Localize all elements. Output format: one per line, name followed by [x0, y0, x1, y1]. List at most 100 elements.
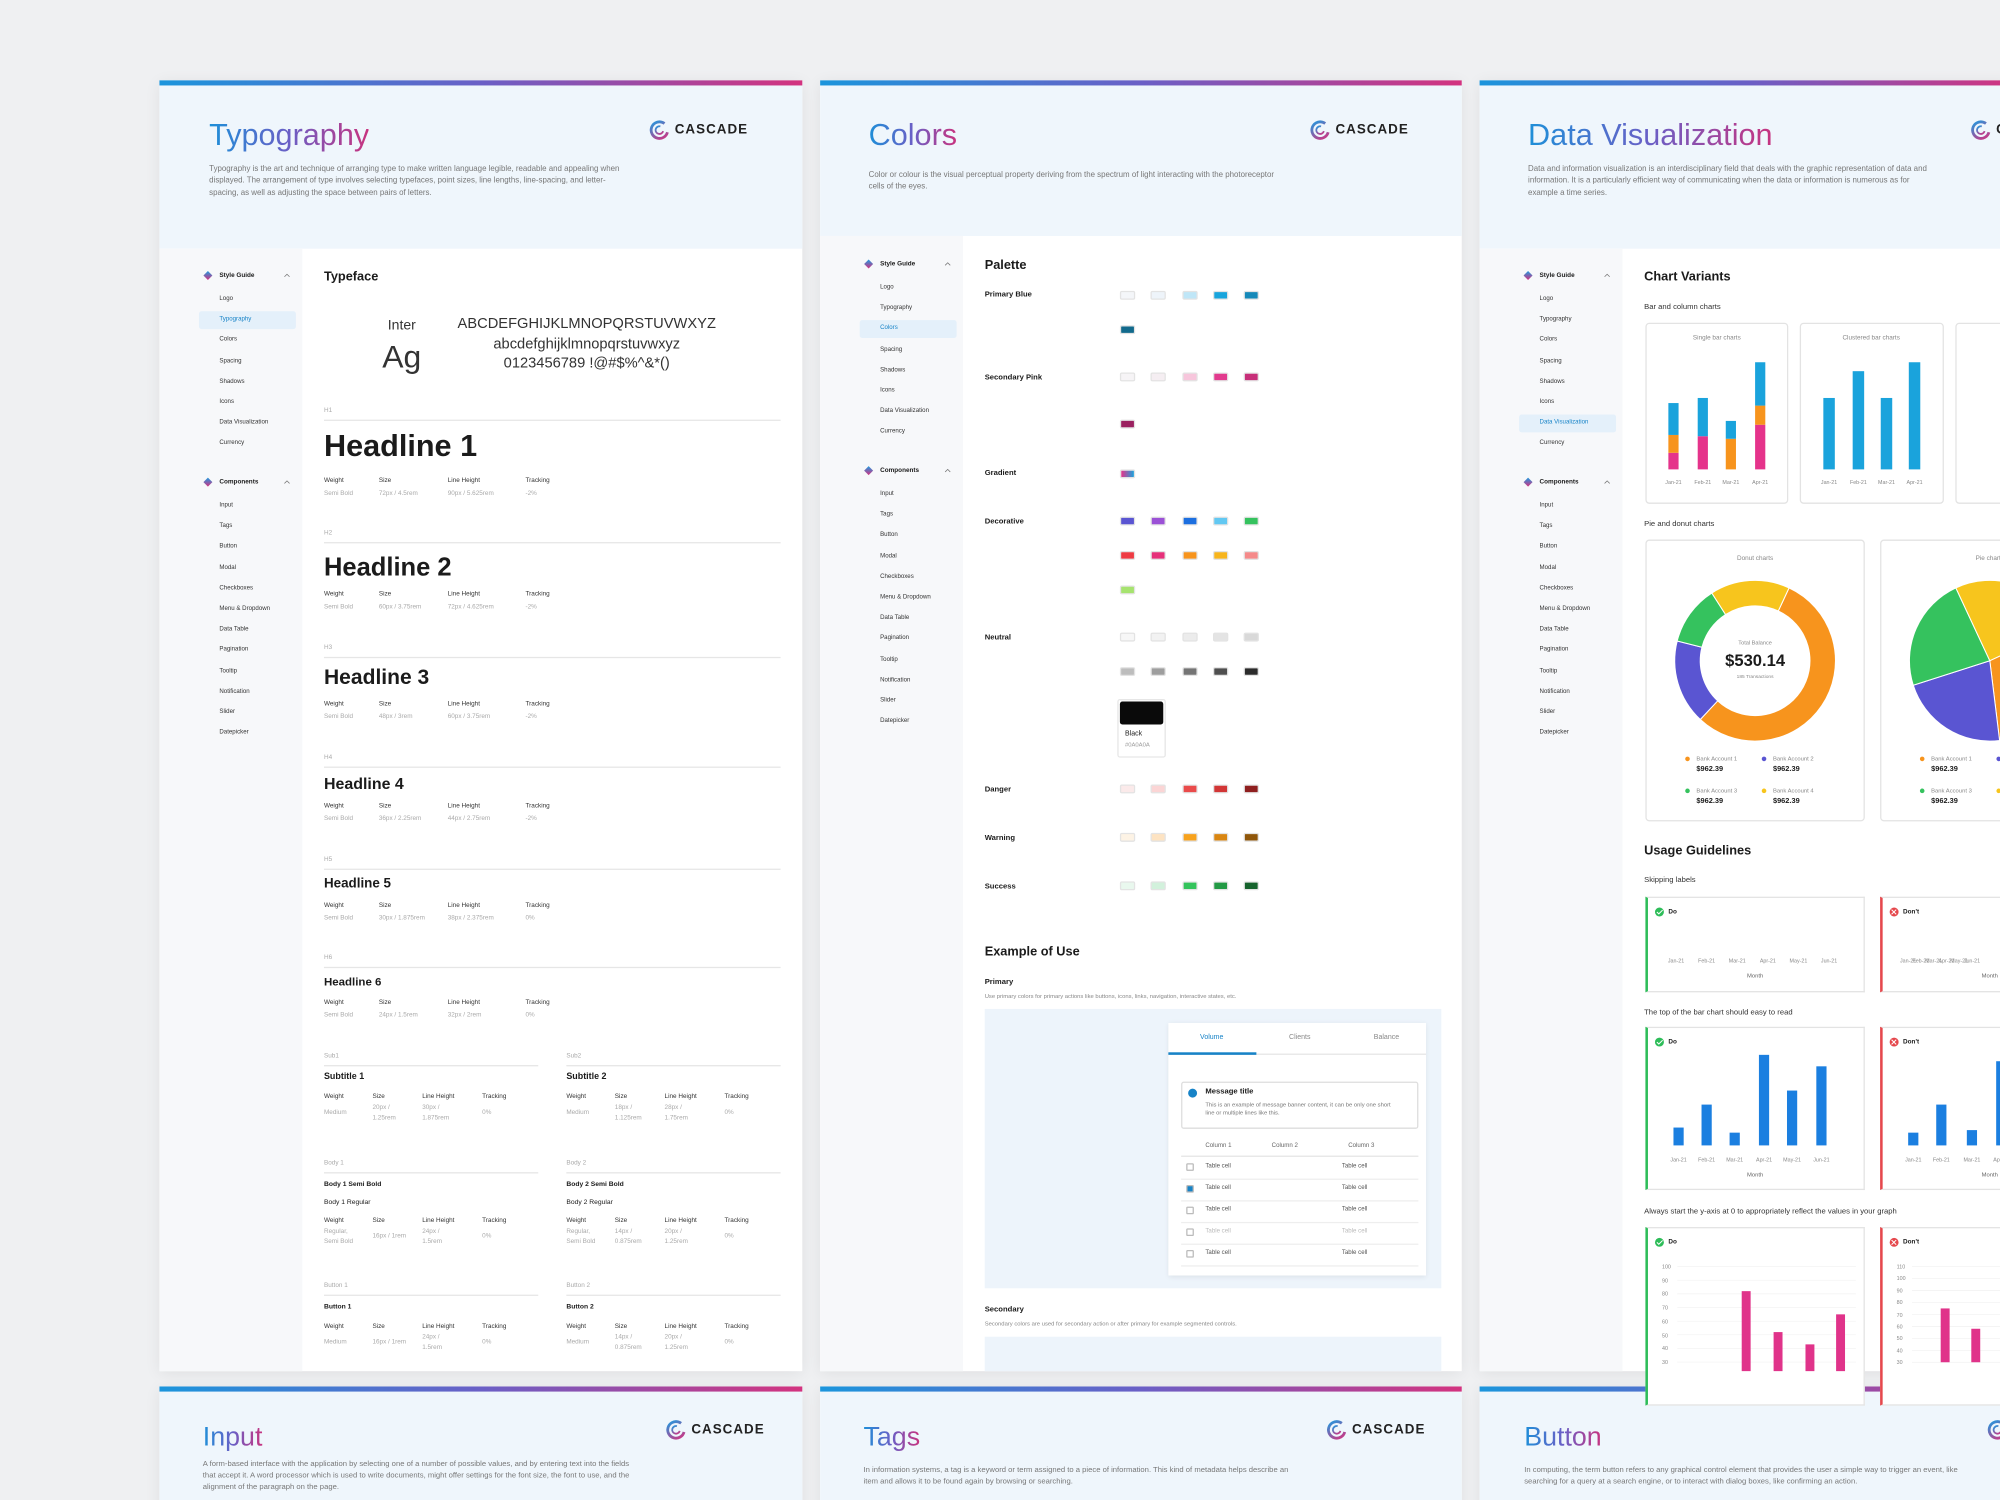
table-cell[interactable]: Table cell [1341, 1185, 1368, 1192]
nav-item[interactable]: Pagination [1539, 647, 1569, 654]
nav-item[interactable]: Menu & Dropdown [1539, 606, 1591, 613]
tab[interactable]: Balance [1373, 1034, 1400, 1042]
nav-icon [864, 466, 874, 476]
nav-item[interactable]: Menu & Dropdown [880, 594, 931, 601]
table-cell[interactable]: Table cell [1205, 1206, 1231, 1214]
nav-heading[interactable]: Components [219, 478, 259, 486]
nav-item[interactable]: Checkboxes [1539, 585, 1574, 592]
logo-mark [649, 120, 670, 140]
y-tick-label: 60 [1896, 1323, 1903, 1330]
nav-item[interactable]: Notification [1539, 688, 1570, 696]
y-tick-label: 50 [1661, 1331, 1668, 1338]
nav-item[interactable]: Tags [1539, 523, 1553, 530]
tab[interactable]: Volume [1200, 1034, 1224, 1042]
nav-item[interactable]: Spacing [219, 358, 242, 365]
nav-item[interactable]: Button [219, 544, 238, 551]
nav-item[interactable]: Currency [880, 429, 905, 436]
nav-item[interactable]: Typography [1539, 316, 1572, 324]
nav-heading[interactable]: Style Guide [1539, 271, 1575, 280]
nav-item[interactable]: Icons [1539, 399, 1555, 406]
nav-item[interactable]: Icons [219, 399, 235, 406]
nav-item[interactable]: Currency [219, 440, 245, 448]
nav-item[interactable]: Modal [1539, 564, 1557, 572]
legend-amount: $962.39 [1696, 797, 1724, 806]
nav-item[interactable]: Datepicker [880, 718, 910, 725]
section-heading: Example of Use [984, 945, 1080, 960]
nav-item[interactable]: Datepicker [1539, 729, 1569, 737]
meta-label: Tracking [525, 700, 550, 708]
nav-item[interactable]: Shadows [880, 367, 906, 374]
nav-item[interactable]: Colors [1539, 337, 1558, 344]
nav-item[interactable]: Data Table [880, 615, 910, 622]
swatch [1243, 667, 1260, 677]
nav-item[interactable]: Spacing [1539, 358, 1562, 365]
nav-item[interactable]: Input [1539, 502, 1554, 510]
table-cell[interactable]: Table cell [1341, 1163, 1368, 1170]
nav-item[interactable]: Menu & Dropdown [219, 606, 271, 613]
nav-item[interactable]: Typography [880, 305, 913, 312]
nav-item[interactable]: Shadows [219, 378, 245, 386]
legend-dot [1761, 788, 1767, 794]
table-cell[interactable]: Table cell [1205, 1228, 1231, 1235]
nav-heading[interactable]: Style Guide [219, 271, 255, 280]
divider [323, 868, 781, 870]
nav-item[interactable]: Spacing [880, 346, 903, 353]
table-cell[interactable]: Table cell [1341, 1228, 1368, 1235]
message-text: This is an example of message banner con… [1205, 1101, 1391, 1117]
panel-header [159, 80, 803, 249]
x-tick-label: Apr-21 [1756, 1156, 1773, 1163]
nav-item[interactable]: Pagination [219, 647, 249, 654]
nav-item[interactable]: Notification [880, 677, 911, 684]
nav-active [859, 320, 957, 339]
table-cell[interactable]: Table cell [1205, 1185, 1231, 1192]
nav-item[interactable]: Slider [1539, 709, 1556, 716]
nav-item[interactable]: Data Visualization [1539, 420, 1589, 427]
nav-item[interactable]: Modal [219, 564, 237, 572]
meta-label: Weight [323, 1093, 344, 1101]
nav-item[interactable]: Tooltip [219, 668, 238, 675]
meta-value: -2% [525, 603, 537, 611]
nav-item[interactable]: Pagination [880, 635, 910, 643]
nav-item[interactable]: Data Table [219, 626, 249, 634]
nav-item[interactable]: Tags [880, 511, 894, 519]
table-cell[interactable]: Table cell [1205, 1250, 1231, 1257]
nav-item[interactable]: Data Table [1539, 626, 1569, 634]
icon-glyph [1656, 1039, 1663, 1045]
nav-item[interactable]: Colors [219, 337, 238, 344]
swatch [1150, 551, 1167, 560]
nav-item[interactable]: Button [1539, 544, 1558, 551]
nav-item[interactable]: Modal [880, 553, 897, 560]
nav-heading[interactable]: Components [880, 466, 920, 475]
nav-item[interactable]: Input [880, 491, 894, 498]
nav-item[interactable]: Checkboxes [219, 585, 254, 592]
nav-item[interactable]: Tags [219, 523, 233, 530]
nav-item[interactable]: Logo [219, 296, 233, 303]
nav-item[interactable]: Typography [219, 316, 252, 324]
nav-item[interactable]: Checkboxes [880, 573, 914, 581]
nav-item[interactable]: Tooltip [880, 656, 898, 663]
nav-item[interactable]: Colors [880, 325, 898, 333]
nav-heading[interactable]: Components [1539, 478, 1579, 486]
nav-heading[interactable]: Style Guide [880, 260, 916, 268]
nav-item[interactable]: Data Visualization [880, 408, 929, 415]
nav-item[interactable]: Tooltip [1539, 668, 1558, 675]
style-sample: Body 1 Regular [323, 1198, 371, 1207]
table-cell[interactable]: Table cell [1341, 1250, 1368, 1257]
meta-label: Tracking [482, 1322, 507, 1331]
nav-item[interactable]: Slider [219, 709, 236, 716]
nav-item[interactable]: Shadows [1539, 378, 1565, 386]
table-cell[interactable]: Table cell [1205, 1163, 1231, 1170]
nav-item[interactable]: Logo [1539, 296, 1554, 303]
nav-item[interactable]: Notification [219, 688, 250, 696]
nav-item[interactable]: Currency [1539, 440, 1565, 448]
table-cell[interactable]: Table cell [1341, 1206, 1368, 1214]
nav-item[interactable]: Slider [880, 697, 896, 705]
nav-item[interactable]: Logo [880, 284, 894, 291]
swatch [1119, 516, 1136, 526]
nav-item[interactable]: Data Visualization [219, 420, 269, 427]
nav-item[interactable]: Icons [880, 387, 895, 395]
nav-item[interactable]: Button [880, 532, 898, 539]
tab[interactable]: Clients [1289, 1034, 1311, 1042]
nav-item[interactable]: Datepicker [219, 729, 249, 737]
nav-item[interactable]: Input [219, 502, 233, 510]
